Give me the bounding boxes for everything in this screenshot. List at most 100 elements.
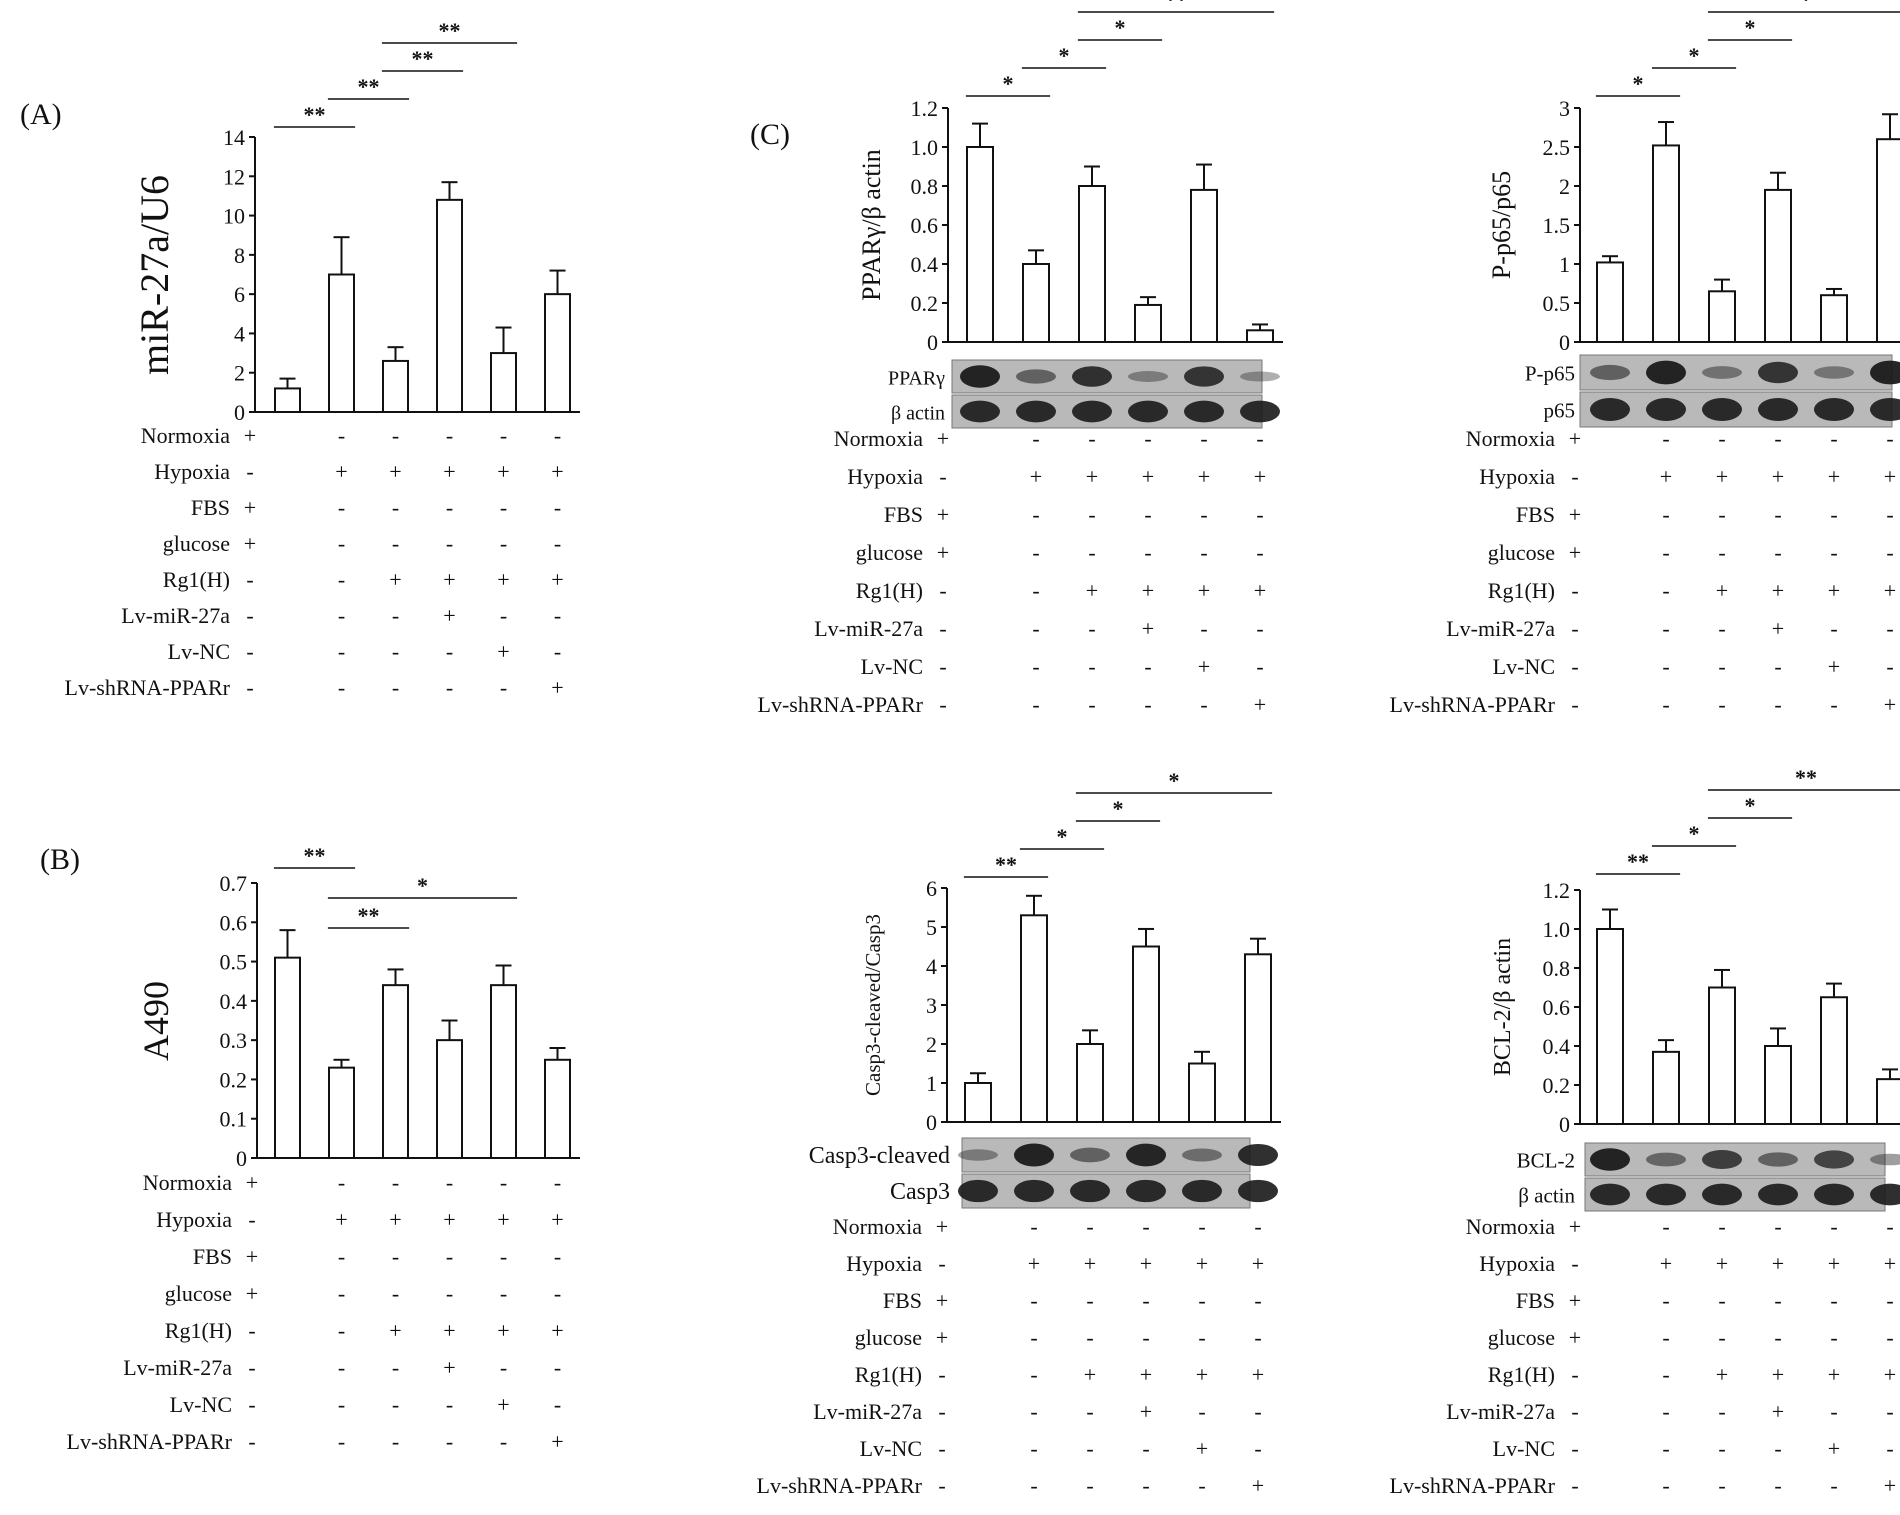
blot-band <box>1590 1183 1630 1206</box>
significance-label: * <box>1801 0 1812 12</box>
condition-symbol: - <box>554 1281 561 1306</box>
condition-symbol: + <box>936 1288 948 1313</box>
condition-symbol: - <box>446 1244 453 1269</box>
condition-symbol: - <box>938 1362 945 1387</box>
condition-symbol: - <box>446 675 453 700</box>
condition-symbol: + <box>1569 426 1581 451</box>
y-tick-label: 0 <box>1559 330 1570 355</box>
condition-symbol: + <box>244 495 256 520</box>
condition-symbol: - <box>338 1392 345 1417</box>
condition-row-label: Rg1(H) <box>1488 1362 1555 1387</box>
condition-symbol: - <box>1144 426 1151 451</box>
significance-label: * <box>1057 824 1068 849</box>
condition-row-label: Hypoxia <box>156 1207 232 1232</box>
condition-symbol: - <box>248 1207 255 1232</box>
condition-symbol: - <box>1830 502 1837 527</box>
condition-symbol: + <box>389 567 401 592</box>
y-tick-label: 8 <box>234 243 245 268</box>
condition-symbol: - <box>1254 1436 1261 1461</box>
condition-symbol: - <box>1144 502 1151 527</box>
condition-symbol: + <box>497 1392 509 1417</box>
y-tick-label: 0.4 <box>220 989 248 1014</box>
condition-symbol: - <box>248 1318 255 1343</box>
condition-symbol: + <box>1828 464 1840 489</box>
condition-row-label: glucose <box>855 1325 922 1350</box>
condition-symbol: + <box>443 567 455 592</box>
significance-label: * <box>1059 43 1070 68</box>
condition-symbol: + <box>1252 1473 1264 1498</box>
condition-symbol: - <box>1662 1362 1669 1387</box>
bar <box>1820 294 1848 344</box>
condition-symbol: + <box>937 502 949 527</box>
condition-symbol: - <box>938 1473 945 1498</box>
condition-symbol: - <box>1830 616 1837 641</box>
condition-symbol: - <box>1198 1288 1205 1313</box>
blot-band <box>1646 1152 1686 1167</box>
condition-symbol: - <box>1088 654 1095 679</box>
condition-symbol: - <box>1030 1214 1037 1239</box>
condition-symbol: + <box>1254 692 1266 717</box>
condition-row-label: Lv-NC <box>860 1436 922 1461</box>
condition-symbol: - <box>446 531 453 556</box>
condition-symbol: - <box>338 639 345 664</box>
bar <box>274 387 301 413</box>
condition-symbol: - <box>939 654 946 679</box>
condition-row-label: FBS <box>193 1244 232 1269</box>
condition-symbol: - <box>1718 654 1725 679</box>
y-tick-label: 0 <box>1559 1112 1570 1137</box>
condition-symbol: - <box>392 675 399 700</box>
condition-symbol: - <box>939 464 946 489</box>
y-tick-label: 0.5 <box>220 950 248 975</box>
condition-row-label: glucose <box>165 1281 232 1306</box>
condition-symbol: - <box>1032 578 1039 603</box>
condition-symbol: - <box>338 567 345 592</box>
y-tick-label: 0 <box>926 1110 937 1135</box>
blot-band <box>1870 1153 1900 1166</box>
blot-strip <box>1579 354 1893 391</box>
bar <box>1596 261 1624 343</box>
condition-symbol: - <box>1571 578 1578 603</box>
y-tick-label: 0.4 <box>911 252 939 277</box>
condition-symbol: - <box>554 1355 561 1380</box>
condition-symbol: + <box>1196 1362 1208 1387</box>
condition-symbol: - <box>554 423 561 448</box>
condition-symbol: - <box>338 1355 345 1380</box>
condition-symbol: - <box>939 692 946 717</box>
blot-label: Casp3-cleaved <box>809 1143 950 1169</box>
condition-symbol: - <box>446 639 453 664</box>
condition-symbol: - <box>338 1170 345 1195</box>
condition-symbol: + <box>1142 578 1154 603</box>
condition-symbol: - <box>500 1170 507 1195</box>
condition-symbol: + <box>1142 464 1154 489</box>
y-tick-label: 0.2 <box>911 291 939 316</box>
condition-symbol: - <box>1662 578 1669 603</box>
condition-row-label: glucose <box>1488 1325 1555 1350</box>
y-tick-label: 12 <box>223 164 245 189</box>
condition-row-label: Lv-NC <box>168 639 230 664</box>
condition-symbol: - <box>338 1429 345 1454</box>
condition-symbol: - <box>446 1281 453 1306</box>
significance-label: ** <box>358 74 380 99</box>
y-tick-label: 0.6 <box>1543 995 1571 1020</box>
condition-symbol: - <box>1886 1399 1893 1424</box>
condition-symbol: - <box>446 1429 453 1454</box>
y-tick-label: 0 <box>927 330 938 355</box>
condition-row-label: Lv-shRNA-PPARr <box>1390 1473 1556 1498</box>
y-tick-label: 6 <box>926 876 937 901</box>
condition-symbol: + <box>1884 578 1896 603</box>
condition-symbol: + <box>1716 578 1728 603</box>
condition-symbol: - <box>446 1170 453 1195</box>
y-tick-label: 2 <box>1559 174 1570 199</box>
blot-band <box>1758 1183 1798 1206</box>
condition-symbol: - <box>392 1281 399 1306</box>
blot-band <box>1870 397 1900 422</box>
blot-band <box>1814 397 1854 422</box>
condition-row-label: FBS <box>883 1288 922 1313</box>
bar <box>1190 188 1218 343</box>
condition-symbol: - <box>1256 616 1263 641</box>
condition-symbol: + <box>1772 464 1784 489</box>
y-tick-label: 5 <box>926 915 937 940</box>
condition-symbol: - <box>1571 654 1578 679</box>
condition-symbol: - <box>446 423 453 448</box>
y-axis-title: P-p65/p65 <box>1487 171 1516 279</box>
